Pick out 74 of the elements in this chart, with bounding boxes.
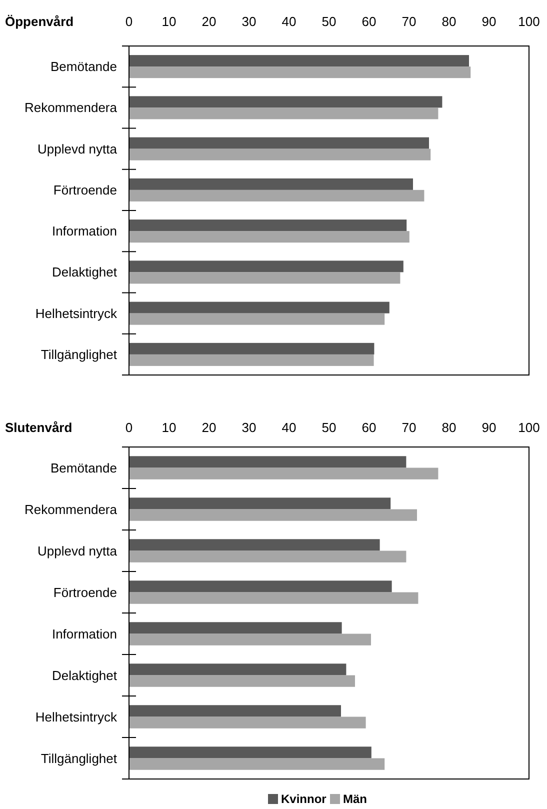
x-tick-label: 70 — [402, 14, 416, 29]
y-tick-label: Helhetsintryck — [35, 306, 118, 321]
bar — [129, 580, 392, 592]
y-tick-label: Rekommendera — [24, 100, 118, 116]
bar — [129, 190, 424, 202]
x-tick-label: 90 — [482, 420, 496, 435]
x-tick-label: 70 — [402, 420, 416, 435]
x-tick-label: 80 — [442, 14, 456, 29]
x-tick-label: 100 — [518, 14, 540, 29]
bar — [129, 675, 355, 687]
bar — [129, 220, 407, 232]
x-tick-label: 100 — [518, 420, 540, 435]
bar — [129, 302, 390, 314]
y-tick-label: Delaktighet — [52, 668, 118, 683]
bar — [129, 592, 418, 604]
bar — [129, 272, 400, 284]
bar — [129, 622, 342, 634]
bar — [129, 746, 372, 758]
x-tick-label: 90 — [482, 14, 496, 29]
bar — [129, 456, 406, 468]
x-tick-label: 40 — [282, 420, 296, 435]
x-tick-label: 60 — [362, 420, 376, 435]
bar — [129, 539, 380, 551]
chart-title: Slutenvård — [5, 420, 72, 435]
x-tick-label: 40 — [282, 14, 296, 29]
y-tick-label: Tillgänglighet — [40, 750, 118, 766]
legend-label: Kvinnor — [281, 792, 327, 806]
bar — [129, 758, 385, 770]
bar — [129, 231, 410, 243]
bar — [129, 354, 374, 366]
legend-label: Män — [343, 792, 367, 806]
x-tick-label: 20 — [202, 420, 216, 435]
bar — [129, 137, 429, 149]
bar — [129, 178, 413, 190]
bar — [129, 716, 366, 728]
y-tick-label: Upplevd nytta — [38, 543, 118, 558]
bar — [129, 498, 391, 510]
bar — [129, 634, 371, 646]
y-tick-label: Information — [52, 224, 117, 239]
y-tick-label: Upplevd nytta — [38, 141, 118, 156]
bar — [129, 509, 417, 521]
x-tick-label: 80 — [442, 420, 456, 435]
bar — [129, 55, 469, 67]
x-tick-label: 30 — [242, 420, 256, 435]
bar — [129, 468, 438, 480]
y-tick-label: Förtroende — [53, 182, 117, 198]
x-tick-label: 20 — [202, 14, 216, 29]
x-tick-label: 60 — [362, 14, 376, 29]
bar — [129, 313, 385, 325]
bar — [129, 342, 374, 354]
y-tick-label: Delaktighet — [52, 264, 118, 280]
bar — [129, 96, 442, 108]
x-tick-label: 10 — [162, 420, 176, 435]
y-tick-label: Helhetsintryck — [35, 709, 118, 724]
y-tick-label: Information — [52, 626, 117, 642]
y-tick-label: Bemötande — [50, 460, 117, 476]
x-tick-label: 10 — [162, 14, 176, 29]
bar — [129, 108, 438, 120]
bar — [129, 664, 346, 676]
x-tick-label: 0 — [125, 14, 133, 29]
bar — [129, 550, 406, 562]
y-tick-label: Förtroende — [53, 584, 117, 600]
x-tick-label: 0 — [125, 420, 133, 435]
y-tick-label: Tillgänglighet — [40, 346, 118, 362]
x-tick-label: 50 — [322, 14, 336, 29]
x-tick-label: 50 — [322, 420, 336, 435]
bar — [129, 260, 404, 272]
bar — [129, 148, 431, 160]
bar — [129, 66, 471, 78]
y-tick-label: Bemötande — [50, 59, 117, 74]
y-tick-label: Rekommendera — [24, 502, 118, 517]
chart-title: Öppenvård — [5, 14, 74, 29]
bar — [129, 705, 341, 717]
x-tick-label: 30 — [242, 14, 256, 29]
